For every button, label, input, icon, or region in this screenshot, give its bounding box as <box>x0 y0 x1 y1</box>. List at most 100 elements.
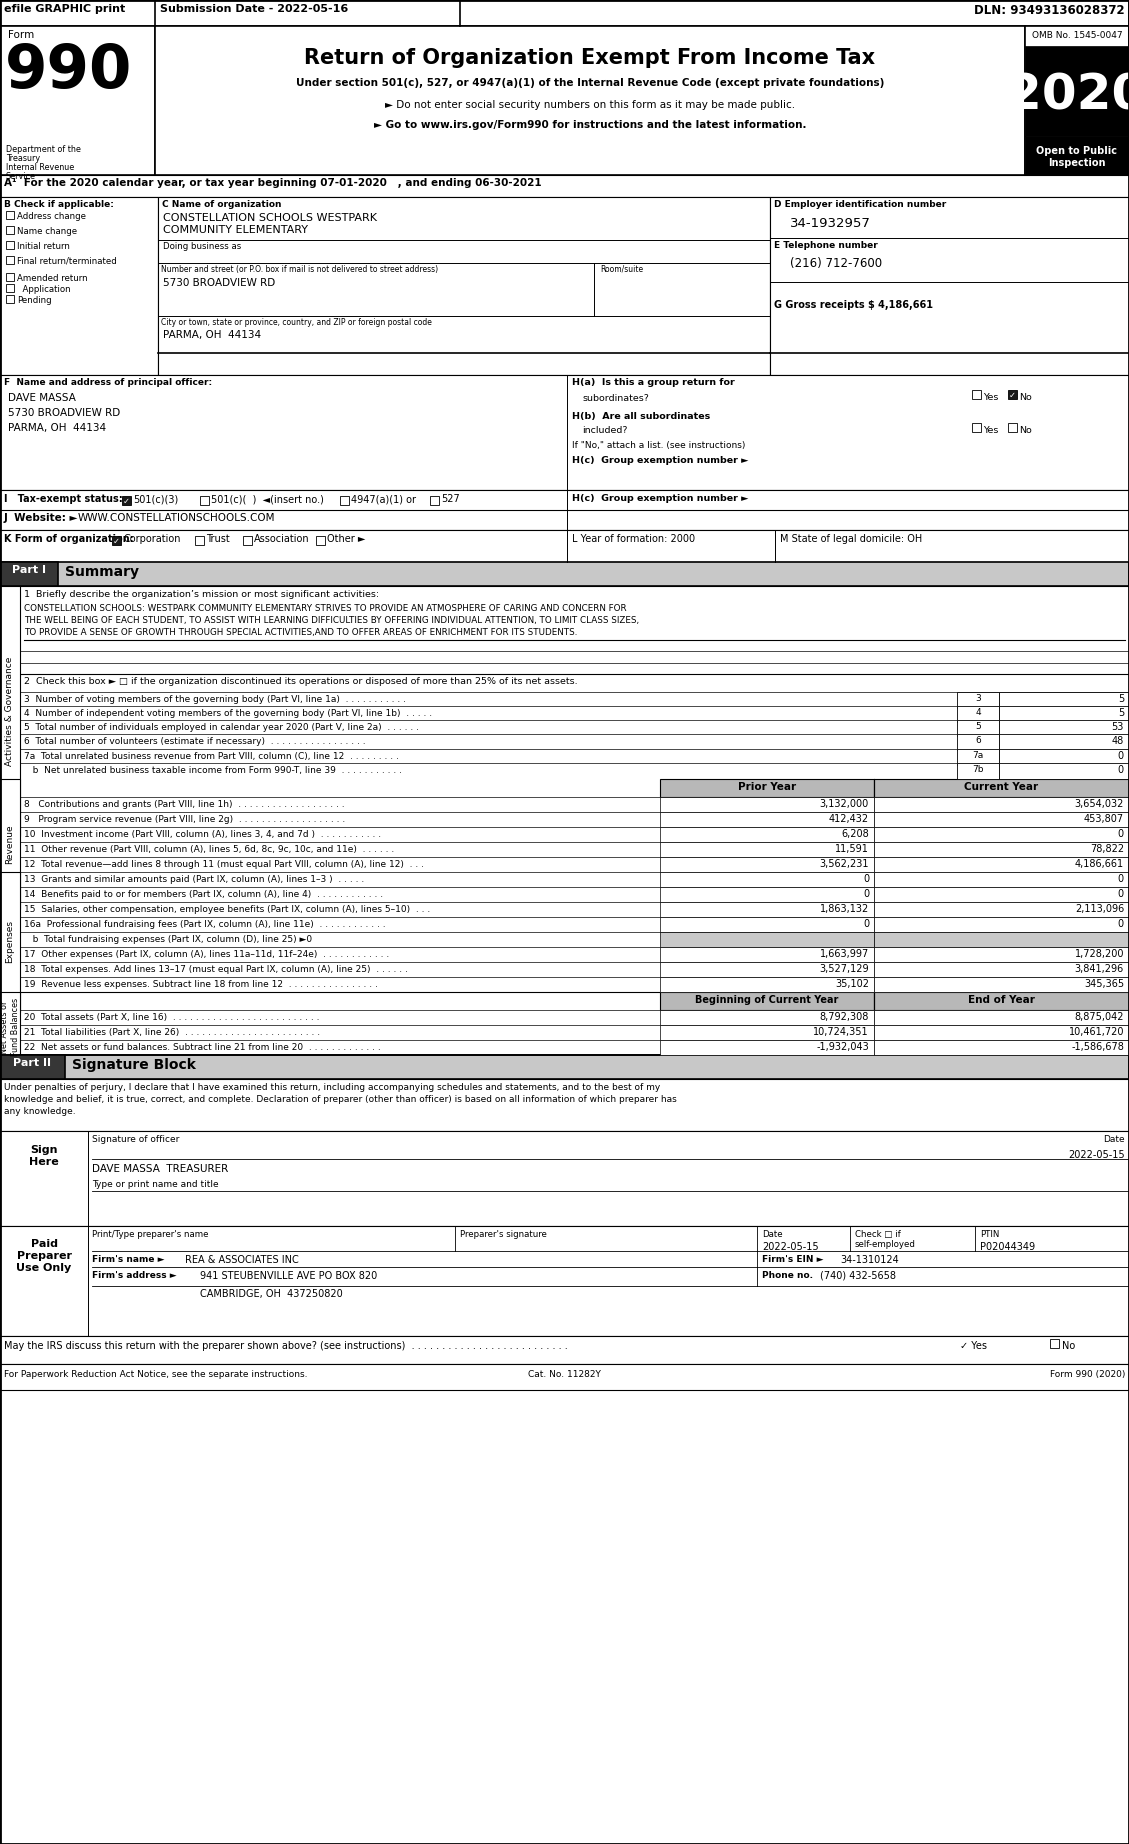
Text: Sign
Here: Sign Here <box>29 1145 59 1167</box>
Text: Net Assets or
Fund Balances: Net Assets or Fund Balances <box>0 998 19 1057</box>
Text: 14  Benefits paid to or for members (Part IX, column (A), line 4)  . . . . . . .: 14 Benefits paid to or for members (Part… <box>24 891 383 900</box>
Text: 5730 BROADVIEW RD: 5730 BROADVIEW RD <box>163 278 275 288</box>
Bar <box>660 826 874 843</box>
Text: Treasury: Treasury <box>6 155 41 162</box>
Text: Current Year: Current Year <box>964 782 1038 793</box>
Text: For Paperwork Reduction Act Notice, see the separate instructions.: For Paperwork Reduction Act Notice, see … <box>5 1370 307 1379</box>
Bar <box>660 797 874 811</box>
Bar <box>0 1055 65 1079</box>
Text: 5: 5 <box>1118 693 1124 704</box>
Text: subordinates?: subordinates? <box>583 395 649 404</box>
Text: Firm's EIN ►: Firm's EIN ► <box>762 1256 823 1263</box>
Bar <box>0 1226 1129 1337</box>
Bar <box>1025 26 1129 175</box>
Bar <box>874 811 1129 826</box>
Text: 6  Total number of volunteers (estimate if necessary)  . . . . . . . . . . . . .: 6 Total number of volunteers (estimate i… <box>24 738 366 747</box>
Bar <box>874 992 1129 1011</box>
Bar <box>874 902 1129 916</box>
Bar <box>660 1025 874 1040</box>
Text: Association: Association <box>254 535 309 544</box>
Bar <box>874 872 1129 887</box>
Text: 4: 4 <box>975 708 981 717</box>
Text: 12  Total revenue—add lines 8 through 11 (must equal Part VIII, column (A), line: 12 Total revenue—add lines 8 through 11 … <box>24 859 425 869</box>
Text: 48: 48 <box>1112 736 1124 747</box>
Text: 8,875,042: 8,875,042 <box>1075 1012 1124 1022</box>
Bar <box>874 963 1129 977</box>
Text: Application: Application <box>17 286 71 293</box>
Text: 11  Other revenue (Part VIII, column (A), lines 5, 6d, 8c, 9c, 10c, and 11e)  . : 11 Other revenue (Part VIII, column (A),… <box>24 845 394 854</box>
Text: Form 990 (2020): Form 990 (2020) <box>1050 1370 1124 1379</box>
Text: 6,208: 6,208 <box>841 830 869 839</box>
Text: ✓: ✓ <box>113 537 120 546</box>
Bar <box>874 843 1129 857</box>
Text: Date: Date <box>762 1230 782 1239</box>
Text: 5730 BROADVIEW RD: 5730 BROADVIEW RD <box>8 408 121 419</box>
Bar <box>660 857 874 872</box>
Text: 22  Net assets or fund balances. Subtract line 21 from line 20  . . . . . . . . : 22 Net assets or fund balances. Subtract… <box>24 1044 380 1051</box>
Text: 5  Total number of individuals employed in calendar year 2020 (Part V, line 2a) : 5 Total number of individuals employed i… <box>24 723 419 732</box>
Text: 0: 0 <box>1118 889 1124 900</box>
Text: 17  Other expenses (Part IX, column (A), lines 11a–11d, 11f–24e)  . . . . . . . : 17 Other expenses (Part IX, column (A), … <box>24 950 390 959</box>
Text: efile GRAPHIC print: efile GRAPHIC print <box>5 4 125 15</box>
Text: b  Net unrelated business taxable income from Form 990-T, line 39  . . . . . . .: b Net unrelated business taxable income … <box>24 765 402 774</box>
Bar <box>874 778 1129 797</box>
Text: Firm's name ►: Firm's name ► <box>91 1256 165 1263</box>
Text: WWW.CONSTELLATIONSCHOOLS.COM: WWW.CONSTELLATIONSCHOOLS.COM <box>78 513 275 524</box>
Text: any knowledge.: any knowledge. <box>5 1106 76 1116</box>
Text: L Year of formation: 2000: L Year of formation: 2000 <box>572 535 695 544</box>
Bar <box>999 734 1129 751</box>
Text: Room/suite: Room/suite <box>599 266 644 275</box>
Bar <box>972 422 981 431</box>
Text: 8,792,308: 8,792,308 <box>820 1012 869 1022</box>
Text: DAVE MASSA  TREASURER: DAVE MASSA TREASURER <box>91 1164 228 1175</box>
Bar <box>243 537 252 546</box>
Text: 5: 5 <box>1118 708 1124 717</box>
Text: COMMUNITY ELEMENTARY: COMMUNITY ELEMENTARY <box>163 225 308 234</box>
Bar <box>0 374 1129 491</box>
Text: Corporation: Corporation <box>123 535 181 544</box>
Bar <box>316 537 325 546</box>
Text: 53: 53 <box>1112 723 1124 732</box>
Bar <box>874 977 1129 992</box>
Text: End of Year: End of Year <box>968 996 1034 1005</box>
Bar <box>874 887 1129 902</box>
Bar <box>195 537 204 546</box>
Text: M State of legal domicile: OH: M State of legal domicile: OH <box>780 535 922 544</box>
Text: 0: 0 <box>863 874 869 883</box>
Bar <box>957 692 999 708</box>
Text: H(c)  Group exemption number ►: H(c) Group exemption number ► <box>572 494 749 503</box>
Text: 3,562,231: 3,562,231 <box>820 859 869 869</box>
Text: Open to Public
Inspection: Open to Public Inspection <box>1036 146 1118 168</box>
Text: E Telephone number: E Telephone number <box>774 242 877 251</box>
Bar <box>0 1337 1129 1365</box>
Text: 1,728,200: 1,728,200 <box>1075 950 1124 959</box>
Bar <box>0 1055 1129 1079</box>
Text: Submission Date - 2022-05-16: Submission Date - 2022-05-16 <box>160 4 348 15</box>
Bar <box>112 537 121 546</box>
Bar <box>0 586 20 835</box>
Text: Pending: Pending <box>17 297 52 304</box>
Text: Signature of officer: Signature of officer <box>91 1136 180 1143</box>
Bar <box>1050 1339 1059 1348</box>
Text: 13  Grants and similar amounts paid (Part IX, column (A), lines 1–3 )  . . . . .: 13 Grants and similar amounts paid (Part… <box>24 876 365 883</box>
Bar <box>957 719 999 736</box>
Bar <box>957 734 999 751</box>
Bar <box>957 706 999 723</box>
Text: -1,932,043: -1,932,043 <box>816 1042 869 1051</box>
Bar <box>200 496 209 505</box>
Text: 10,461,720: 10,461,720 <box>1068 1027 1124 1036</box>
Bar <box>0 26 155 175</box>
Text: G Gross receipts $ 4,186,661: G Gross receipts $ 4,186,661 <box>774 301 933 310</box>
Text: PARMA, OH  44134: PARMA, OH 44134 <box>8 422 106 433</box>
Text: Part II: Part II <box>14 1058 51 1068</box>
Text: 2020: 2020 <box>1007 72 1129 120</box>
Text: 35,102: 35,102 <box>835 979 869 988</box>
Bar <box>0 562 58 586</box>
Bar <box>660 992 874 1011</box>
Text: Amended return: Amended return <box>17 275 88 282</box>
Bar <box>0 1365 1129 1390</box>
Text: 9   Program service revenue (Part VIII, line 2g)  . . . . . . . . . . . . . . . : 9 Program service revenue (Part VIII, li… <box>24 815 345 824</box>
Text: 4  Number of independent voting members of the governing body (Part VI, line 1b): 4 Number of independent voting members o… <box>24 708 432 717</box>
Bar <box>0 778 20 909</box>
Text: 8   Contributions and grants (Part VIII, line 1h)  . . . . . . . . . . . . . . .: 8 Contributions and grants (Part VIII, l… <box>24 800 344 810</box>
